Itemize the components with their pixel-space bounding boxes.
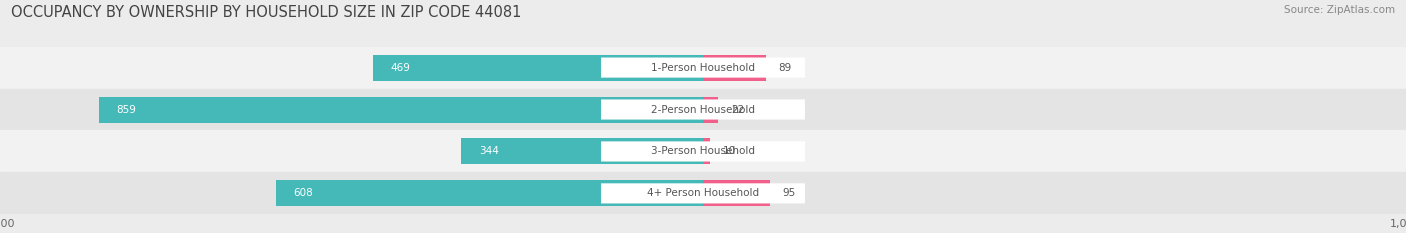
Bar xyxy=(703,180,770,206)
Text: 89: 89 xyxy=(779,63,792,72)
Bar xyxy=(0,172,1406,214)
Bar xyxy=(98,96,703,123)
Bar xyxy=(276,180,703,206)
Text: 22: 22 xyxy=(731,105,744,114)
Text: 344: 344 xyxy=(478,147,499,156)
Bar xyxy=(461,138,703,164)
Text: 608: 608 xyxy=(292,188,314,198)
Bar xyxy=(703,138,710,164)
Text: 3-Person Household: 3-Person Household xyxy=(651,147,755,156)
Bar xyxy=(0,89,1406,130)
Text: 4+ Person Household: 4+ Person Household xyxy=(647,188,759,198)
Bar xyxy=(373,55,703,81)
Text: Source: ZipAtlas.com: Source: ZipAtlas.com xyxy=(1284,5,1395,15)
Bar xyxy=(0,47,1406,89)
Text: 2-Person Household: 2-Person Household xyxy=(651,105,755,114)
FancyBboxPatch shape xyxy=(600,58,806,78)
FancyBboxPatch shape xyxy=(600,99,806,120)
Bar xyxy=(0,130,1406,172)
Text: 95: 95 xyxy=(782,188,796,198)
Text: 469: 469 xyxy=(391,63,411,72)
FancyBboxPatch shape xyxy=(600,183,806,203)
Text: 10: 10 xyxy=(723,147,735,156)
Bar xyxy=(703,55,765,81)
FancyBboxPatch shape xyxy=(600,141,806,161)
Text: OCCUPANCY BY OWNERSHIP BY HOUSEHOLD SIZE IN ZIP CODE 44081: OCCUPANCY BY OWNERSHIP BY HOUSEHOLD SIZE… xyxy=(11,5,522,20)
Text: 1-Person Household: 1-Person Household xyxy=(651,63,755,72)
Text: 859: 859 xyxy=(117,105,136,114)
Bar xyxy=(703,96,718,123)
